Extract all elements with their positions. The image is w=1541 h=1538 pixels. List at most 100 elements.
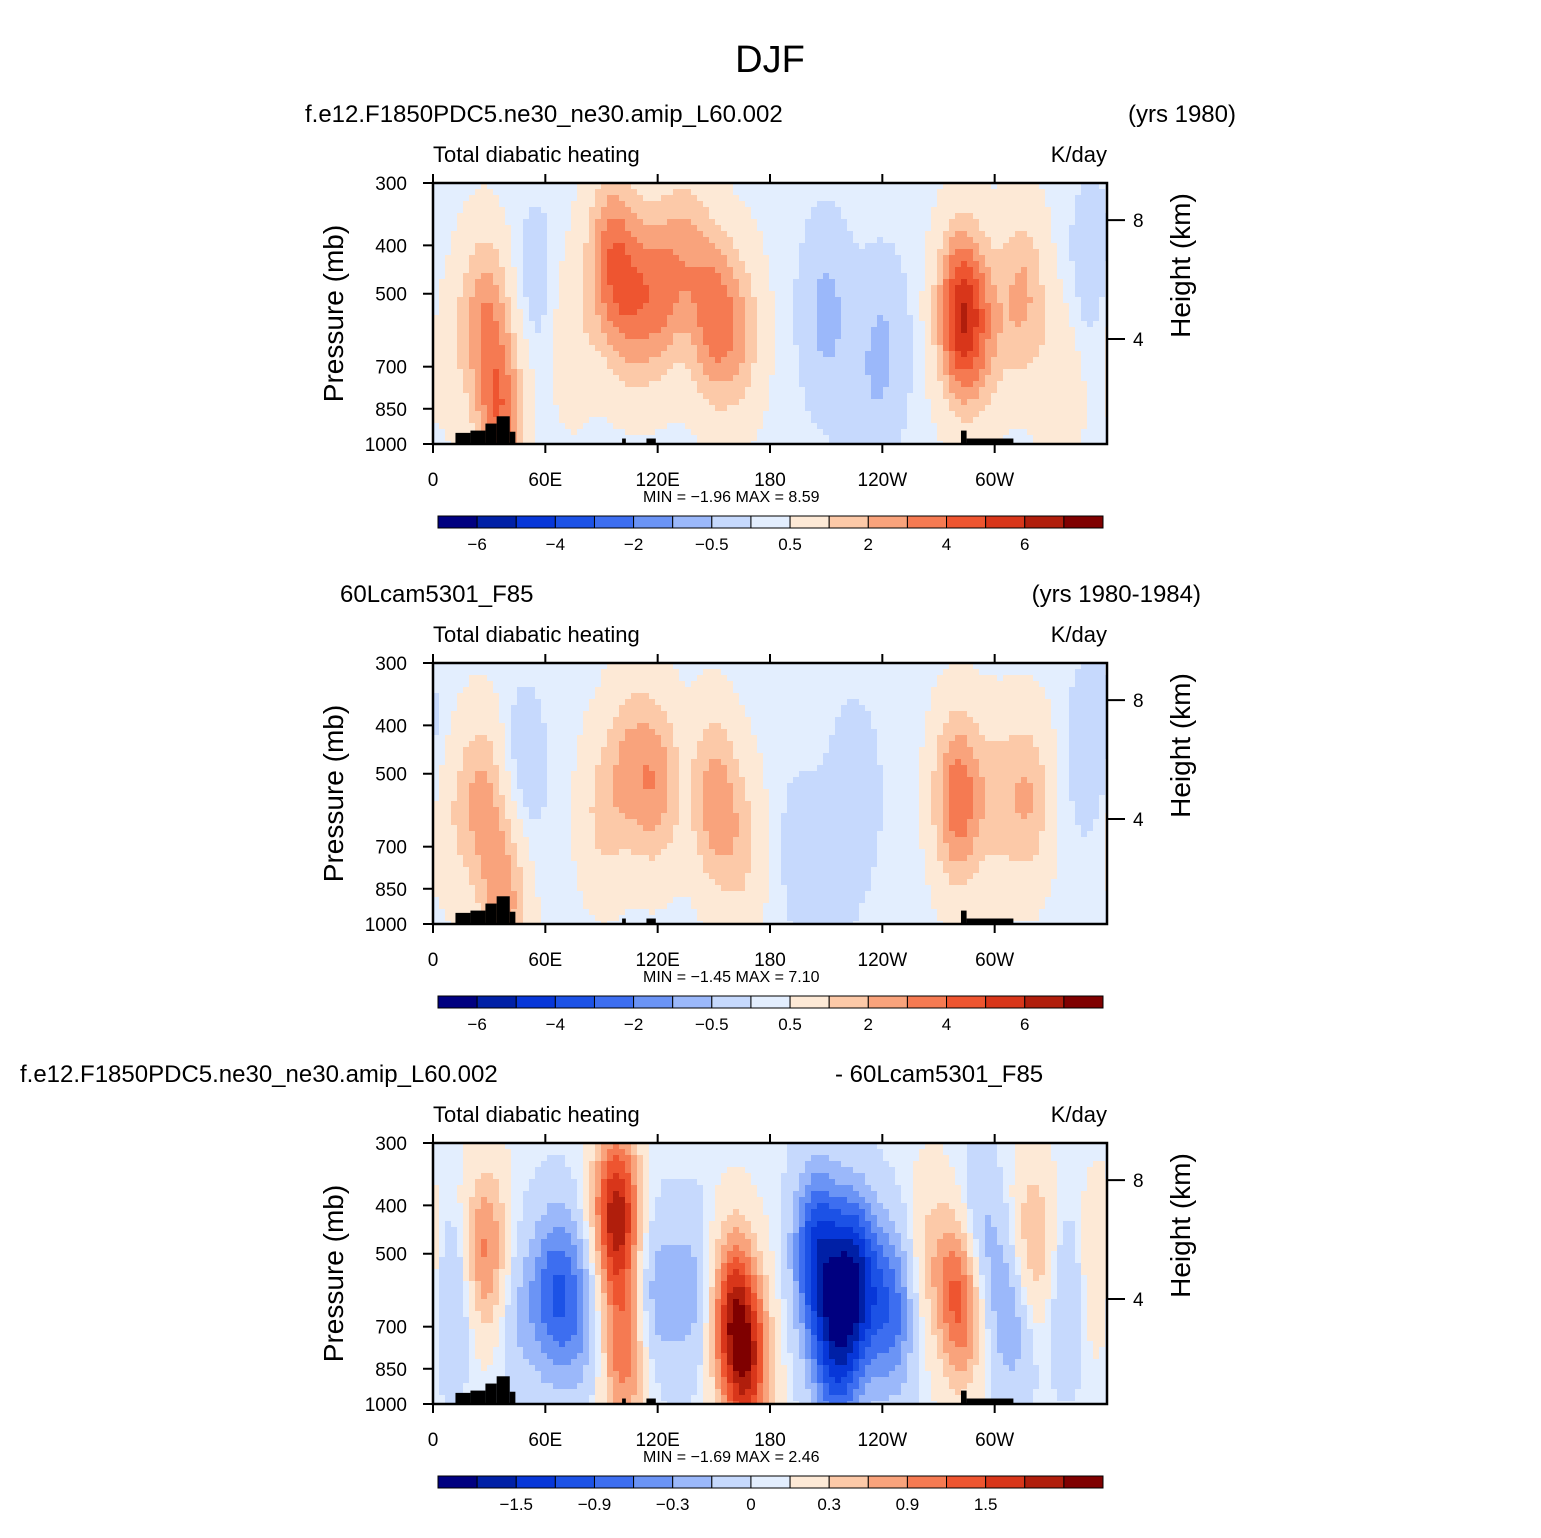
- heatmap-cell: [463, 339, 470, 346]
- heatmap-cell: [469, 255, 476, 262]
- heatmap-cell: [589, 201, 596, 208]
- heatmap-cell: [931, 237, 938, 244]
- heatmap-cell: [931, 405, 938, 412]
- heatmap-cell: [775, 207, 782, 214]
- heatmap-cell: [799, 201, 806, 208]
- heatmap-cell: [643, 339, 650, 346]
- heatmap-cell: [685, 375, 692, 382]
- heatmap-cell: [733, 345, 740, 352]
- heatmap-cell: [655, 417, 662, 424]
- heatmap-cell: [829, 291, 836, 298]
- heatmap-cell: [1057, 303, 1064, 310]
- heatmap-cell: [589, 183, 596, 190]
- heatmap-cell: [673, 207, 680, 214]
- heatmap-cell: [511, 237, 518, 244]
- heatmap-cell: [577, 399, 584, 406]
- heatmap-cell: [1087, 189, 1094, 196]
- heatmap-cell: [775, 297, 782, 304]
- heatmap-cell: [709, 369, 716, 376]
- heatmap-cell: [937, 249, 944, 256]
- heatmap-cell: [961, 279, 968, 286]
- heatmap-cell: [787, 261, 794, 268]
- heatmap-cell: [961, 189, 968, 196]
- heatmap-cell: [637, 237, 644, 244]
- heatmap-cell: [547, 357, 554, 364]
- heatmap-cell: [853, 369, 860, 376]
- heatmap-cell: [913, 351, 920, 358]
- heatmap-cell: [673, 435, 680, 442]
- heatmap-cell: [775, 411, 782, 418]
- heatmap-cell: [931, 369, 938, 376]
- heatmap-cell: [553, 195, 560, 202]
- heatmap-cell: [997, 231, 1004, 238]
- heatmap-cell: [769, 261, 776, 268]
- heatmap-cell: [853, 351, 860, 358]
- heatmap-cell: [1027, 405, 1034, 412]
- heatmap-cell: [985, 417, 992, 424]
- heatmap-cell: [535, 291, 542, 298]
- heatmap-cell: [907, 357, 914, 364]
- heatmap-cell: [661, 381, 668, 388]
- heatmap-cell: [685, 315, 692, 322]
- heatmap-cell: [487, 291, 494, 298]
- heatmap-cell: [997, 387, 1004, 394]
- heatmap-cell: [655, 285, 662, 292]
- heatmap-cell: [475, 423, 482, 430]
- heatmap-cell: [793, 237, 800, 244]
- heatmap-cell: [817, 417, 824, 424]
- heatmap-cell: [763, 393, 770, 400]
- heatmap-cell: [847, 345, 854, 352]
- heatmap-cell: [541, 411, 548, 418]
- heatmap-cell: [481, 345, 488, 352]
- heatmap-cell: [433, 273, 440, 280]
- heatmap-cell: [709, 195, 716, 202]
- heatmap-cell: [889, 405, 896, 412]
- heatmap-cell: [1075, 207, 1082, 214]
- heatmap-cell: [649, 351, 656, 358]
- heatmap-cell: [499, 189, 506, 196]
- heatmap-cell: [985, 243, 992, 250]
- heatmap-cell: [487, 249, 494, 256]
- heatmap-cell: [1099, 279, 1106, 286]
- heatmap-cell: [619, 429, 626, 436]
- heatmap-cell: [541, 291, 548, 298]
- heatmap-cell: [1003, 339, 1010, 346]
- heatmap-cell: [1045, 183, 1052, 190]
- heatmap-cell: [685, 405, 692, 412]
- heatmap-cell: [649, 387, 656, 394]
- heatmap-cell: [805, 267, 812, 274]
- heatmap-cell: [1087, 249, 1094, 256]
- heatmap-cell: [1015, 405, 1022, 412]
- heatmap-cell: [703, 219, 710, 226]
- heatmap-cell: [1033, 333, 1040, 340]
- heatmap-cell: [559, 225, 566, 232]
- heatmap-cell: [763, 321, 770, 328]
- heatmap-cell: [595, 207, 602, 214]
- heatmap-cell: [493, 297, 500, 304]
- heatmap-cell: [469, 387, 476, 394]
- heatmap-cell: [673, 237, 680, 244]
- heatmap-cell: [949, 339, 956, 346]
- heatmap-cell: [973, 381, 980, 388]
- heatmap-cell: [697, 375, 704, 382]
- heatmap-cell: [451, 201, 458, 208]
- heatmap-cell: [691, 237, 698, 244]
- heatmap-cell: [487, 387, 494, 394]
- heatmap-cell: [1003, 399, 1010, 406]
- heatmap-cell: [1093, 417, 1100, 424]
- heatmap-cell: [1039, 189, 1046, 196]
- heatmap-cell: [565, 345, 572, 352]
- heatmap-cell: [721, 207, 728, 214]
- heatmap-cell: [913, 387, 920, 394]
- heatmap-cell: [559, 351, 566, 358]
- heatmap-cell: [733, 375, 740, 382]
- heatmap-cell: [1033, 249, 1040, 256]
- heatmap-cell: [529, 291, 536, 298]
- heatmap-cell: [895, 297, 902, 304]
- heatmap-cell: [739, 435, 746, 442]
- heatmap-cell: [541, 327, 548, 334]
- heatmap-cell: [601, 189, 608, 196]
- heatmap-cell: [781, 435, 788, 442]
- heatmap-cell: [679, 369, 686, 376]
- heatmap-cell: [709, 363, 716, 370]
